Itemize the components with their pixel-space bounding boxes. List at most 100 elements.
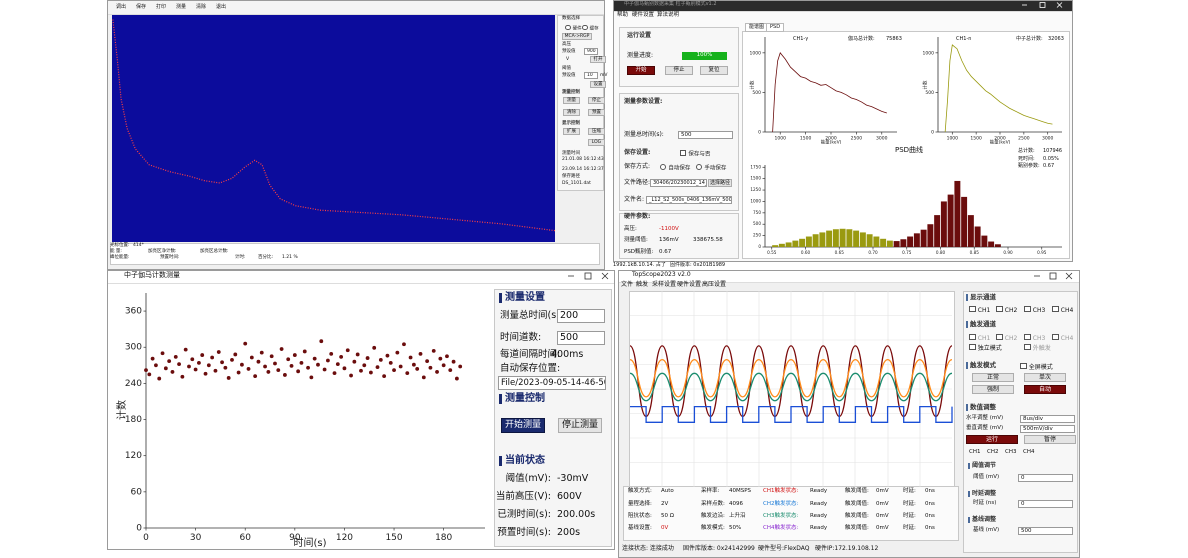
input-field[interactable]: _L12_S2_500s_0406_136mV_500Kev.dat	[646, 196, 732, 204]
menu-item[interactable]: 文件	[621, 280, 634, 288]
button[interactable]: 停止	[665, 66, 693, 75]
input-field[interactable]: 900	[584, 48, 598, 55]
data-point	[428, 365, 433, 370]
button[interactable]: 停止	[588, 97, 605, 104]
input-field[interactable]: 500	[557, 331, 605, 345]
x-tick-label: 2000	[825, 136, 837, 142]
menu-item[interactable]: 帮助	[617, 11, 629, 18]
checkbox[interactable]: 独立模式	[969, 344, 1002, 352]
y-tick-label: 60	[131, 487, 143, 497]
psd-window	[613, 0, 1073, 262]
checkbox[interactable]: CH1	[969, 306, 991, 314]
button[interactable]: 单次	[1024, 373, 1066, 382]
button[interactable]: 压缩	[588, 128, 605, 135]
label: CH1触发状态:	[763, 487, 799, 494]
label: 中子总计数:	[1016, 36, 1043, 43]
button[interactable]: 运行	[966, 435, 1018, 444]
title-bar	[108, 271, 614, 284]
checkbox[interactable]: CH3	[1024, 334, 1046, 342]
data-line	[629, 345, 953, 418]
checkbox[interactable]: 外触发	[1024, 344, 1051, 352]
checkbox[interactable]: CH4	[1052, 306, 1074, 314]
input-field[interactable]: File/2023-09-05-14-46-50.txt	[498, 376, 606, 390]
button[interactable]: 强制	[972, 385, 1014, 394]
input-field[interactable]: 200	[557, 309, 605, 323]
input-field[interactable]: 0	[1018, 474, 1073, 482]
x-tick-label: 2500	[1018, 136, 1030, 142]
checkbox[interactable]: 全屏模式	[1020, 363, 1053, 371]
button[interactable]: LOG	[588, 139, 605, 146]
data-point	[438, 356, 443, 361]
label: 文件名:	[624, 195, 645, 203]
label: mV	[600, 72, 608, 78]
button[interactable]: 正常	[972, 373, 1014, 382]
label: CH3触发状态:	[763, 512, 799, 519]
menu-item[interactable]: 硬件设置	[632, 11, 655, 18]
button[interactable]: 预置	[588, 109, 605, 116]
button[interactable]: 清除	[563, 109, 580, 116]
menu-item[interactable]: 算法说明	[657, 11, 680, 18]
data-point	[276, 368, 281, 373]
label: 每道间隔时间:	[500, 348, 561, 360]
tab[interactable]: PSD	[766, 23, 785, 33]
radio-button[interactable]: 手动保存	[696, 164, 726, 172]
data-point	[170, 370, 175, 374]
button[interactable]: 开始测量	[501, 418, 545, 433]
button[interactable]: 测量	[563, 97, 580, 104]
button[interactable]: 选择路径	[708, 179, 732, 187]
checkbox[interactable]: CH2	[996, 334, 1018, 342]
y-tick-label: 500	[925, 90, 934, 96]
y-tick-label: 240	[125, 379, 142, 389]
data-point	[395, 350, 400, 355]
radio-button[interactable]: 缓存	[582, 25, 599, 32]
plot-background	[112, 15, 555, 242]
toolbar-button[interactable]: 退出	[216, 4, 227, 11]
label: 水平调整 (mV)	[966, 414, 1004, 421]
menu-item[interactable]: 触发	[636, 280, 649, 288]
toolbar-button[interactable]: 清除	[196, 4, 207, 11]
checkbox[interactable]: CH3	[1024, 306, 1046, 314]
data-point	[154, 363, 158, 368]
input-field[interactable]: 8us/div	[1020, 415, 1075, 423]
button[interactable]: 停止测量	[558, 418, 602, 433]
label: 测量总时间(s):	[500, 309, 564, 321]
toolbar-button[interactable]: 保存	[136, 4, 147, 11]
menu-item[interactable]: 硬件设置	[677, 280, 702, 288]
input-field[interactable]: 500	[678, 131, 733, 139]
y-tick-label: 750	[753, 210, 761, 215]
label: 触发阈值:	[845, 500, 869, 507]
checkbox[interactable]: CH4	[1052, 334, 1074, 342]
toolbar-button[interactable]: 测量	[176, 4, 187, 11]
label: 垂直调整 (mV)	[966, 424, 1004, 431]
button[interactable]: MCA->RGP	[562, 33, 592, 40]
toolbar-button[interactable]: 打印	[156, 4, 167, 11]
data-point	[332, 371, 337, 376]
menu-item[interactable]: 采样设置	[652, 280, 677, 288]
button[interactable]: 暂停	[1024, 435, 1076, 444]
label: 0ns	[925, 512, 935, 519]
toolbar-button[interactable]: 调出	[116, 4, 127, 11]
input-field[interactable]: 30406/20230012_14_L12\	[650, 179, 707, 187]
x-tick-label: 0.55	[767, 250, 777, 255]
input-field[interactable]: 0	[1018, 500, 1073, 508]
button[interactable]: 打开	[590, 56, 606, 63]
button[interactable]: 设置	[590, 81, 606, 88]
radio-button[interactable]: 硬件	[565, 25, 582, 32]
label: CH1-n	[956, 36, 972, 43]
label: 保存路径	[562, 173, 580, 179]
input-field[interactable]: 500	[1018, 527, 1073, 535]
button[interactable]: 自动	[1024, 385, 1066, 394]
input-field[interactable]: 500mV/div	[1020, 425, 1075, 433]
checkbox[interactable]: 保存与否	[680, 150, 710, 158]
checkbox[interactable]: CH1	[969, 334, 991, 342]
button[interactable]: 复位	[700, 66, 728, 75]
histogram-bar	[853, 230, 860, 247]
checkbox[interactable]: CH2	[996, 306, 1018, 314]
button[interactable]: 扩展	[563, 128, 580, 135]
tab[interactable]: 能谱图	[745, 23, 769, 33]
button[interactable]: 开始	[627, 66, 655, 75]
data-point	[180, 374, 185, 379]
menu-item[interactable]: 高压设置	[702, 280, 727, 288]
radio-button[interactable]: 自动保存	[660, 164, 690, 172]
input-field[interactable]: 10	[584, 72, 598, 79]
